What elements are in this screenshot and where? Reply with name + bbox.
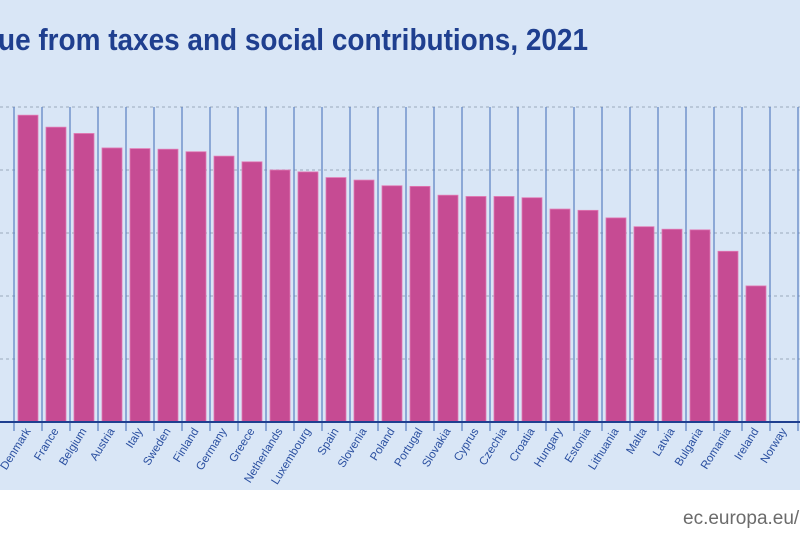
- bar-slovenia: [353, 179, 375, 423]
- chart-title: ue from taxes and social contributions, …: [0, 22, 588, 57]
- bar-latvia: [661, 228, 683, 423]
- bar-spain: [325, 177, 347, 423]
- bar-greece: [241, 161, 263, 423]
- bar-netherlands: [269, 169, 291, 423]
- bar-portugal: [409, 185, 431, 423]
- bar-poland: [381, 185, 403, 423]
- source-text: ec.europa.eu/e: [683, 508, 800, 529]
- bar-denmark: [17, 114, 39, 423]
- bar-slovakia: [437, 194, 459, 423]
- bar-finland: [185, 151, 207, 423]
- bar-belgium: [73, 133, 95, 423]
- bar-cyprus: [465, 196, 487, 423]
- bar-france: [45, 126, 67, 423]
- bar-croatia: [521, 197, 543, 423]
- bar-luxembourg: [297, 171, 319, 423]
- bar-hungary: [549, 208, 571, 423]
- bar-sweden: [157, 148, 179, 423]
- bar-ireland: [745, 285, 767, 423]
- bar-czechia: [493, 196, 515, 423]
- bar-estonia: [577, 209, 599, 423]
- bar-bulgaria: [689, 229, 711, 423]
- bar-romania: [717, 250, 739, 423]
- bar-germany: [213, 155, 235, 423]
- bar-lithuania: [605, 217, 627, 423]
- bar-malta: [633, 226, 655, 423]
- bar-italy: [129, 148, 151, 423]
- bar-austria: [101, 147, 123, 423]
